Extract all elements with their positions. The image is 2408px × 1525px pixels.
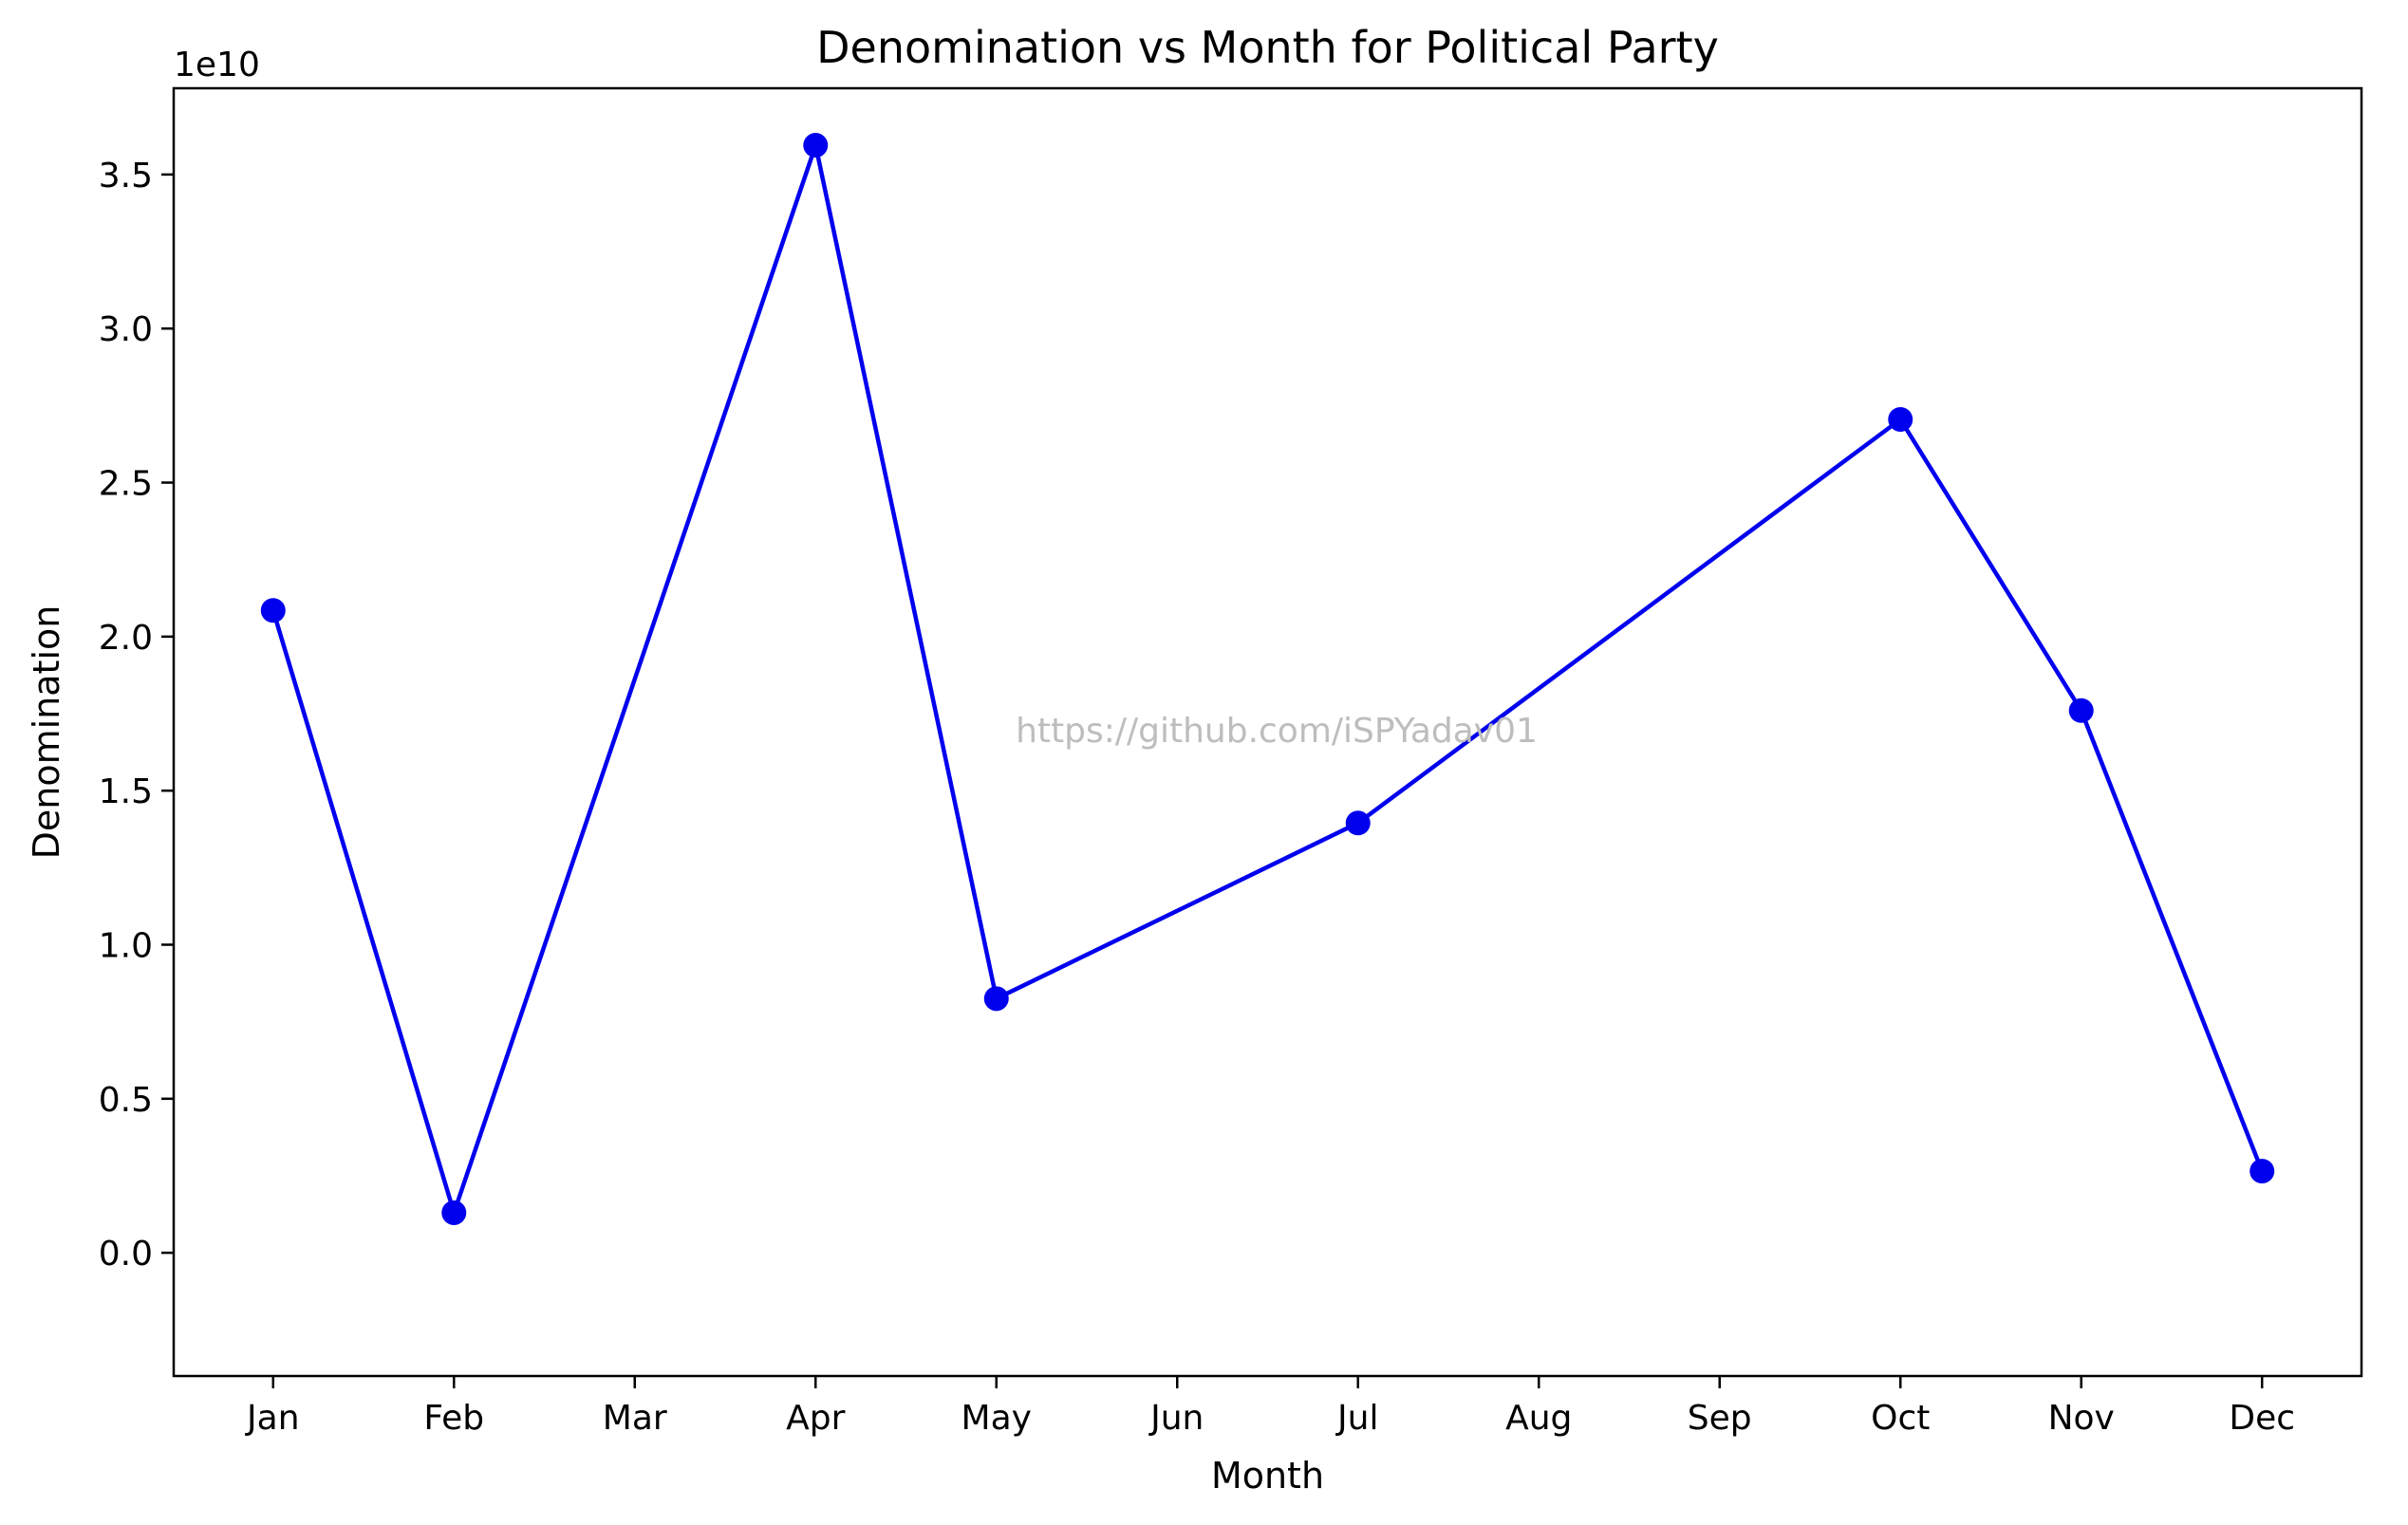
data-point [983,986,1009,1012]
series-line [271,142,2265,1216]
y-tick-label: 0.0 [99,1235,153,1274]
data-point [260,598,286,623]
x-axis: Jan Feb Mar Apr May Jun Jul Aug Sep Oct Nov Dec [245,1376,2295,1438]
x-tick-label: Jul [1335,1399,1378,1438]
plot-frame [172,86,2363,1378]
x-tick-label: Mar [603,1399,667,1438]
y-tick-label: 3.5 [99,157,153,195]
x-tick-label: Dec [2229,1399,2295,1438]
data-point [1888,406,1913,432]
x-tick-label: Apr [786,1399,845,1438]
watermark-text: https://github.com/iSPYadav01 [1016,712,1538,751]
data-point [803,133,829,158]
y-tick-label: 1.0 [99,927,153,966]
chart-title: Denomination vs Month for Political Part… [816,22,1719,73]
x-tick-label: Jan [245,1399,300,1438]
x-tick-label: Sep [1688,1399,1752,1438]
x-tick-label: May [961,1399,1032,1438]
y-tick-label: 2.0 [99,619,153,658]
x-tick-label: Aug [1505,1399,1572,1438]
x-axis-label: Month [1211,1455,1324,1497]
y-axis-label: Denomination [26,605,67,860]
y-axis-offset-label: 1e10 [174,46,260,84]
data-point [2249,1159,2275,1184]
y-tick-label: 3.0 [99,310,153,349]
y-axis: 0.0 0.5 1.0 1.5 2.0 2.5 3.0 3.5 [99,157,174,1274]
data-point [2068,697,2094,723]
y-tick-label: 2.5 [99,465,153,504]
x-tick-label: Feb [423,1399,484,1438]
y-tick-label: 1.5 [99,772,153,811]
data-point [1345,810,1371,836]
y-tick-label: 0.5 [99,1081,153,1120]
x-tick-label: Nov [2048,1399,2115,1438]
x-tick-label: Jun [1148,1399,1204,1438]
data-point [441,1200,467,1225]
x-tick-label: Oct [1871,1399,1930,1438]
plot-area [260,133,2275,1225]
